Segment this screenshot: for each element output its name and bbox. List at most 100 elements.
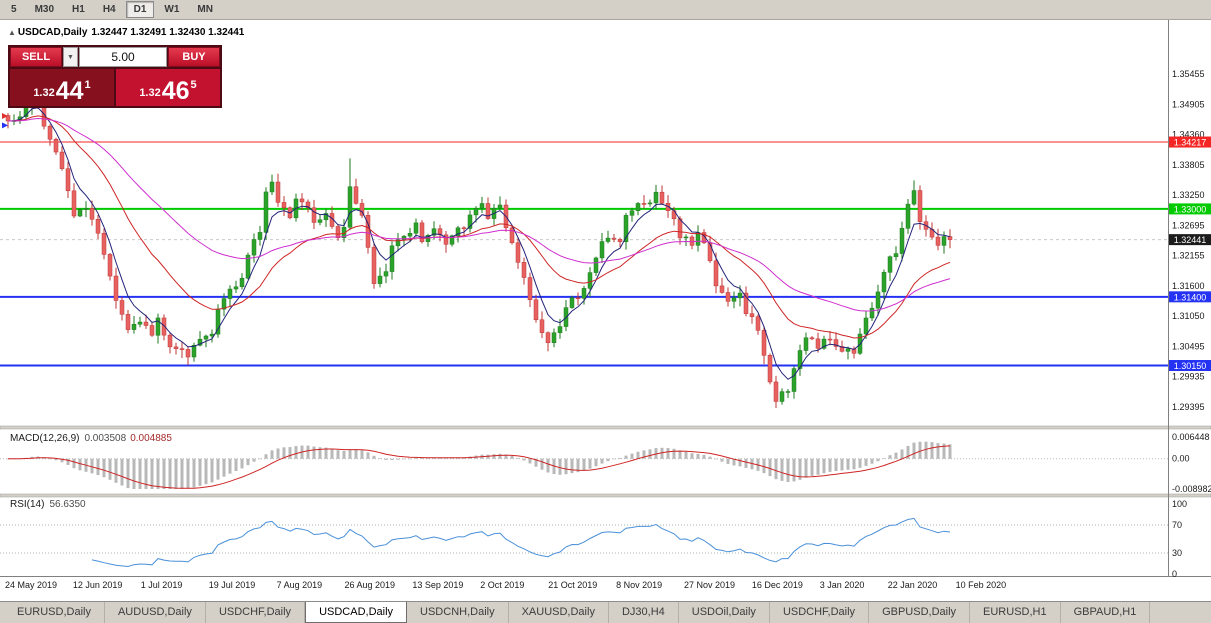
svg-text:1.30150: 1.30150 <box>1174 361 1207 371</box>
price-tag-level-1.31400: 1.31400 <box>1169 291 1211 303</box>
macd-main-value: 0.003508 <box>84 433 127 444</box>
chevron-down-icon: ▼ <box>67 53 74 61</box>
svg-text:16 Dec 2019: 16 Dec 2019 <box>752 580 803 590</box>
timeframe-button-h4[interactable]: H4 <box>95 1 124 18</box>
rsi-axis: 100 70 30 0 <box>1172 499 1187 579</box>
svg-text:1.29935: 1.29935 <box>1172 372 1205 382</box>
ma-slow-line <box>8 117 951 312</box>
buy-button[interactable]: BUY <box>168 47 220 67</box>
time-axis[interactable]: 24 May 2019 12 Jun 2019 1 Jul 2019 19 Jul 2… <box>5 580 1006 590</box>
timeframe-button-m30[interactable]: M30 <box>27 1 62 18</box>
svg-text:1.33000: 1.33000 <box>1174 204 1207 214</box>
svg-text:3 Jan 2020: 3 Jan 2020 <box>820 580 865 590</box>
pane-separator[interactable] <box>0 493 1211 498</box>
svg-text:1.34905: 1.34905 <box>1172 99 1205 109</box>
ma-fast-line <box>7 107 951 380</box>
rsi-line <box>91 517 951 568</box>
sell-price-pipette: 1 <box>84 79 91 91</box>
sell-button[interactable]: SELL <box>10 47 62 67</box>
buy-price-display[interactable]: 1.32 46 5 <box>116 69 220 106</box>
macd-axis: 0.006448 0.00 -0.008982 <box>1172 432 1211 494</box>
trade-prices-row: 1.32 44 1 1.32 46 5 <box>10 69 220 106</box>
macd-name: MACD(12,26,9) <box>10 433 80 444</box>
rsi-name: RSI(14) <box>10 499 45 510</box>
buy-price-prefix: 1.32 <box>139 87 161 99</box>
svg-text:26 Aug 2019: 26 Aug 2019 <box>345 580 396 590</box>
chart-symbol-label: USDCAD,Daily <box>17 27 88 38</box>
timeframe-button-mn[interactable]: MN <box>189 1 221 18</box>
sell-price-big-digits: 44 <box>55 77 84 105</box>
svg-text:1 Jul 2019: 1 Jul 2019 <box>141 580 183 590</box>
trade-arrow-icon <box>2 113 8 120</box>
tab-audusd-daily[interactable]: AUDUSD,Daily <box>105 602 206 623</box>
tab-usdchf-daily[interactable]: USDCHF,Daily <box>206 602 306 623</box>
tab-xauusd-daily[interactable]: XAUUSD,Daily <box>509 602 609 623</box>
sell-price-display[interactable]: 1.32 44 1 <box>10 69 114 106</box>
svg-text:1.31400: 1.31400 <box>1174 292 1207 302</box>
sell-price-prefix: 1.32 <box>33 87 55 99</box>
collapse-chart-icon[interactable]: ▲ <box>8 28 16 37</box>
ma-mid-line <box>7 115 951 339</box>
svg-text:19 Jul 2019: 19 Jul 2019 <box>209 580 256 590</box>
svg-text:7 Aug 2019: 7 Aug 2019 <box>277 580 323 590</box>
timeframe-button-d1[interactable]: D1 <box>125 1 155 18</box>
svg-text:1.33805: 1.33805 <box>1172 160 1205 170</box>
svg-text:1.35455: 1.35455 <box>1172 69 1205 79</box>
current-price-tag: 1.32441 <box>1169 234 1211 246</box>
svg-text:100: 100 <box>1172 499 1187 509</box>
trade-arrow-icon <box>2 122 8 129</box>
macd-signal-line <box>8 445 951 489</box>
svg-text:10 Feb 2020: 10 Feb 2020 <box>956 580 1007 590</box>
chart-title: ▲ USDCAD,Daily 1.32447 1.32491 1.32430 1.3… <box>8 27 244 38</box>
svg-text:27 Nov 2019: 27 Nov 2019 <box>684 580 735 590</box>
tab-eurusd-h1[interactable]: EURUSD,H1 <box>970 602 1061 623</box>
chart-canvas: 1.35455 1.34905 1.34360 1.33805 1.33250 1.326… <box>0 20 1211 601</box>
svg-text:1.32441: 1.32441 <box>1174 235 1207 245</box>
buy-price-big-digits: 46 <box>161 77 190 105</box>
tab-gbpusd-daily[interactable]: GBPUSD,Daily <box>869 602 971 623</box>
svg-text:1.33250: 1.33250 <box>1172 190 1205 200</box>
volume-input[interactable] <box>79 47 167 67</box>
tab-usdcad-daily[interactable]: USDCAD,Daily <box>305 602 408 623</box>
svg-text:1.31050: 1.31050 <box>1172 311 1205 321</box>
svg-text:1.34217: 1.34217 <box>1174 138 1207 148</box>
svg-text:1.31600: 1.31600 <box>1172 281 1205 291</box>
price-tag-level-1.30150: 1.30150 <box>1169 360 1211 372</box>
svg-text:13 Sep 2019: 13 Sep 2019 <box>412 580 463 590</box>
svg-text:0.00: 0.00 <box>1172 454 1190 464</box>
chart-tab-bar: EURUSD,Daily AUDUSD,Daily USDCHF,Daily USDC… <box>0 601 1211 623</box>
timeframe-toolbar: 5 M30 H1 H4 D1 W1 MN <box>0 0 1211 20</box>
svg-text:1.34360: 1.34360 <box>1172 130 1205 140</box>
price-axis[interactable]: 1.35455 1.34905 1.34360 1.33805 1.33250 1.326… <box>1172 69 1205 412</box>
pane-separator[interactable] <box>0 425 1211 430</box>
tab-eurusd-daily[interactable]: EURUSD,Daily <box>4 602 105 623</box>
svg-text:1.30495: 1.30495 <box>1172 341 1205 351</box>
svg-text:0.006448: 0.006448 <box>1172 432 1210 442</box>
tab-usdcnh-daily[interactable]: USDCNH,Daily <box>407 602 509 623</box>
svg-text:30: 30 <box>1172 548 1182 558</box>
tab-usdoil-daily[interactable]: USDOil,Daily <box>679 602 770 623</box>
price-tag-level-1.34217: 1.34217 <box>1169 136 1211 148</box>
tab-gbpaud-h1[interactable]: GBPAUD,H1 <box>1061 602 1151 623</box>
trade-arrow-markers <box>2 113 8 129</box>
tab-dj30-h4[interactable]: DJ30,H4 <box>609 602 679 623</box>
svg-text:0: 0 <box>1172 569 1177 579</box>
macd-indicator-label: MACD(12,26,9) 0.003508 0.004885 <box>10 433 172 444</box>
volume-dropdown-button[interactable]: ▼ <box>63 47 78 67</box>
svg-text:2 Oct 2019: 2 Oct 2019 <box>480 580 524 590</box>
trade-controls-row: SELL ▼ BUY <box>10 47 220 67</box>
svg-text:8 Nov 2019: 8 Nov 2019 <box>616 580 662 590</box>
svg-text:1.32695: 1.32695 <box>1172 220 1205 230</box>
tab-usdchf-daily[interactable]: USDCHF,Daily <box>770 602 870 623</box>
timeframe-button-5[interactable]: 5 <box>3 1 25 18</box>
macd-signal-value: 0.004885 <box>130 433 172 444</box>
timeframe-button-h1[interactable]: H1 <box>64 1 93 18</box>
price-tag-level-1.33000: 1.33000 <box>1169 203 1211 215</box>
svg-text:24 May 2019: 24 May 2019 <box>5 580 57 590</box>
rsi-value: 56.6350 <box>49 499 86 510</box>
timeframe-button-w1[interactable]: W1 <box>156 1 187 18</box>
svg-text:21 Oct 2019: 21 Oct 2019 <box>548 580 597 590</box>
svg-text:1.32155: 1.32155 <box>1172 251 1205 261</box>
